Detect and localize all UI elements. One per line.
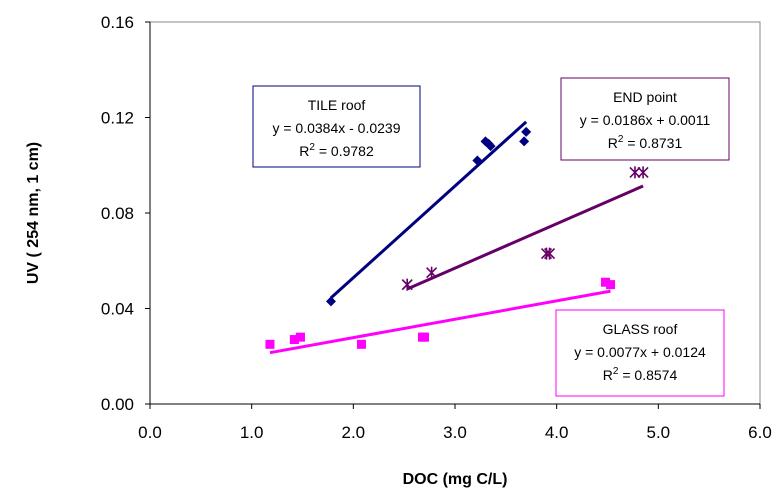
equation-box-series-1: END point y = 0.0186x + 0.0011 R2 = 0.8731 bbox=[560, 77, 730, 161]
equation-box-frame bbox=[252, 85, 421, 168]
x-tick-label: 1.0 bbox=[240, 423, 264, 442]
regression-equation: y = 0.0077x + 0.0124 bbox=[574, 344, 706, 360]
regression-equation: y = 0.0384x - 0.0239 bbox=[272, 120, 400, 136]
x-tick-label: 0.0 bbox=[138, 423, 162, 442]
r-squared-value: R2 = 0.8574 bbox=[603, 366, 678, 383]
r-squared-number: = 0.8731 bbox=[623, 135, 682, 151]
x-tick-label: 3.0 bbox=[443, 423, 467, 442]
y-tick-label: 0.04 bbox=[101, 300, 134, 319]
x-tick-label: 5.0 bbox=[647, 423, 671, 442]
r-squared-number: = 0.9782 bbox=[315, 143, 374, 159]
r-squared-symbol: R bbox=[299, 143, 309, 159]
regression-equation: y = 0.0186x + 0.0011 bbox=[580, 112, 711, 128]
data-point bbox=[629, 166, 641, 179]
y-tick-label: 0.08 bbox=[101, 204, 134, 223]
y-tick-label: 0.16 bbox=[101, 13, 134, 32]
x-tick-label: 6.0 bbox=[748, 423, 772, 442]
r-squared-number: = 0.8574 bbox=[618, 367, 677, 383]
data-point bbox=[606, 280, 616, 290]
r-squared-exponent: 2 bbox=[613, 366, 619, 377]
equation-box-series-2: GLASS roof y = 0.0077x + 0.0124 R2 = 0.857… bbox=[555, 309, 725, 397]
data-point bbox=[519, 136, 530, 147]
trendlines bbox=[269, 120, 644, 355]
data-point bbox=[543, 247, 556, 260]
data-points bbox=[265, 126, 649, 349]
x-tick-label: 2.0 bbox=[342, 423, 366, 442]
series-name-label: GLASS roof bbox=[603, 321, 678, 337]
trendline-series-2 bbox=[269, 289, 611, 355]
r-squared-exponent: 2 bbox=[309, 142, 315, 153]
equation-box-series-0: TILE roof y = 0.0384x - 0.0239 R2 = 0.9782 bbox=[252, 85, 421, 168]
data-point bbox=[521, 126, 532, 137]
trendline-series-1 bbox=[406, 184, 644, 291]
axis-ticks: 0.0 1.0 2.0 3.0 4.0 5.0 6.0 0.00 0.04 0.08 0.12 0.1… bbox=[101, 13, 772, 442]
data-point bbox=[485, 141, 496, 152]
r-squared-symbol: R bbox=[603, 367, 613, 383]
data-point bbox=[600, 277, 610, 287]
data-point bbox=[289, 335, 299, 345]
equation-box-frame bbox=[560, 77, 730, 161]
data-point bbox=[401, 278, 413, 291]
data-point bbox=[420, 332, 429, 342]
data-point bbox=[356, 339, 366, 349]
series-name-label: TILE roof bbox=[308, 97, 366, 113]
r-squared-value: R2 = 0.8731 bbox=[608, 134, 683, 151]
data-point bbox=[265, 339, 275, 349]
data-point bbox=[295, 332, 305, 342]
y-tick-label: 0.12 bbox=[101, 109, 134, 128]
x-axis-title: DOC (mg C/L) bbox=[403, 471, 508, 488]
data-point bbox=[426, 266, 438, 279]
equation-box-frame bbox=[555, 309, 725, 397]
y-tick-label: 0.00 bbox=[101, 395, 134, 414]
data-point bbox=[472, 155, 483, 166]
x-tick-label: 4.0 bbox=[545, 423, 569, 442]
r-squared-value: R2 = 0.9782 bbox=[299, 142, 374, 159]
data-point bbox=[637, 166, 649, 179]
y-axis-title: UV ( 254 nm, 1 cm) bbox=[25, 142, 42, 284]
data-point bbox=[325, 296, 336, 307]
trendline-series-0 bbox=[329, 120, 528, 299]
series-name-label: END point bbox=[613, 89, 677, 105]
r-squared-symbol: R bbox=[608, 135, 618, 151]
r-squared-exponent: 2 bbox=[618, 134, 624, 145]
